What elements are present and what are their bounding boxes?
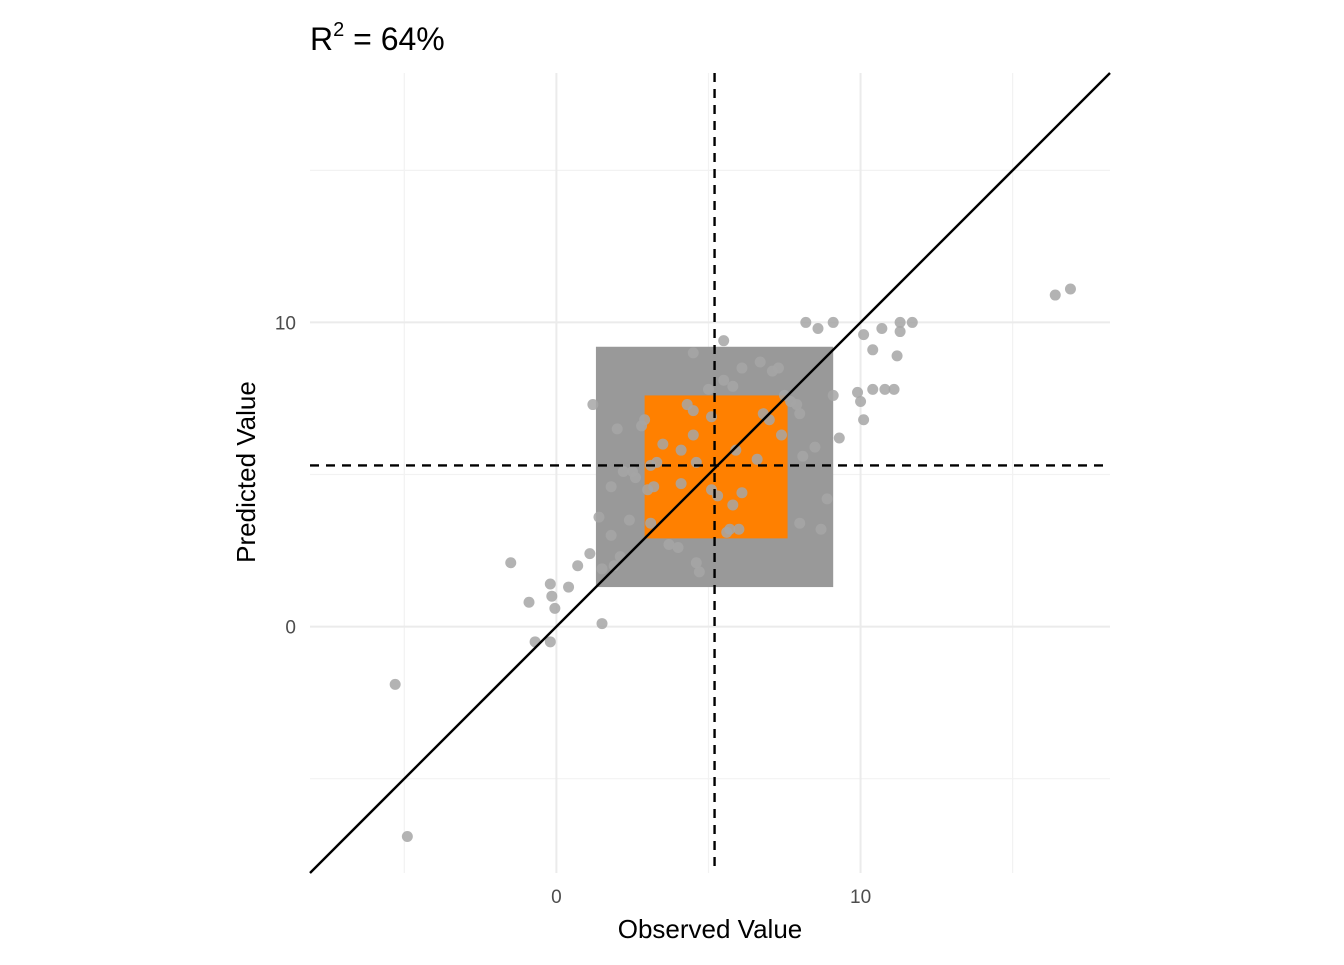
data-point (617, 465, 629, 477)
data-point (772, 362, 784, 374)
y-axis-title: Predicted Value (231, 381, 261, 563)
data-point (549, 602, 561, 614)
data-point (827, 316, 839, 328)
data-point (751, 453, 763, 465)
data-point (815, 523, 827, 535)
identity-line (309, 72, 1111, 874)
data-point (663, 538, 675, 550)
data-point (629, 472, 641, 484)
y-tick-label: 10 (275, 313, 296, 334)
data-point (879, 383, 891, 395)
data-point (639, 414, 651, 426)
data-point (775, 429, 787, 441)
data-point (727, 499, 739, 511)
data-point (587, 399, 599, 411)
axes: 0 10 0 10 (275, 313, 871, 908)
data-point (894, 316, 906, 328)
data-point (611, 423, 623, 435)
data-point (572, 560, 584, 572)
data-point (791, 399, 803, 411)
data-point (794, 517, 806, 529)
data-point (852, 386, 864, 398)
data-point (888, 383, 900, 395)
data-point (855, 396, 867, 408)
data-point (523, 596, 535, 608)
data-point (1049, 289, 1061, 301)
data-point (702, 383, 714, 395)
data-point (401, 830, 413, 842)
data-point (672, 542, 684, 554)
data-point (693, 566, 705, 578)
data-point (718, 335, 730, 347)
data-point (894, 326, 906, 338)
data-point (687, 347, 699, 359)
data-point (505, 557, 517, 569)
title-superscript: 2 (333, 19, 344, 41)
data-point (736, 487, 748, 499)
data-point (891, 350, 903, 362)
data-point (906, 316, 918, 328)
y-tick-label: 0 (285, 618, 296, 639)
data-point (563, 581, 575, 593)
data-point (687, 405, 699, 417)
data-point (724, 523, 736, 535)
data-point (623, 514, 635, 526)
data-points (389, 283, 1076, 842)
data-point (1064, 283, 1076, 295)
data-point (675, 478, 687, 490)
data-point (546, 590, 558, 602)
data-point (730, 444, 742, 456)
title-suffix: = 64% (344, 21, 445, 57)
data-point (605, 481, 617, 493)
data-point (797, 450, 809, 462)
title-base: R (310, 21, 333, 57)
data-point (821, 493, 833, 505)
data-point (733, 523, 745, 535)
data-point (809, 441, 821, 453)
data-point (675, 444, 687, 456)
reference-lines (309, 72, 1111, 874)
data-point (867, 383, 879, 395)
x-tick-label: 0 (551, 887, 562, 908)
data-point (800, 316, 812, 328)
data-point (657, 438, 669, 450)
data-point (858, 329, 870, 341)
data-point (833, 432, 845, 444)
data-point (718, 374, 730, 386)
data-point (687, 429, 699, 441)
data-point (389, 678, 401, 690)
data-point (605, 529, 617, 541)
data-point (544, 578, 556, 590)
data-point (648, 481, 660, 493)
data-point (827, 389, 839, 401)
data-point (596, 563, 608, 575)
data-point (736, 362, 748, 374)
data-point (794, 408, 806, 420)
data-point (858, 414, 870, 426)
data-point (596, 618, 608, 630)
data-point (645, 517, 657, 529)
data-point (584, 548, 596, 560)
x-axis-title: Observed Value (618, 914, 803, 944)
data-point (867, 344, 879, 356)
data-point (876, 323, 888, 335)
data-point (690, 557, 702, 569)
data-point (727, 380, 739, 392)
data-point (544, 636, 556, 648)
data-point (754, 356, 766, 368)
data-point (812, 323, 824, 335)
data-point (593, 511, 605, 523)
data-point (608, 560, 620, 572)
x-tick-label: 10 (850, 887, 871, 908)
plot-title: R2 = 64% (310, 19, 445, 57)
